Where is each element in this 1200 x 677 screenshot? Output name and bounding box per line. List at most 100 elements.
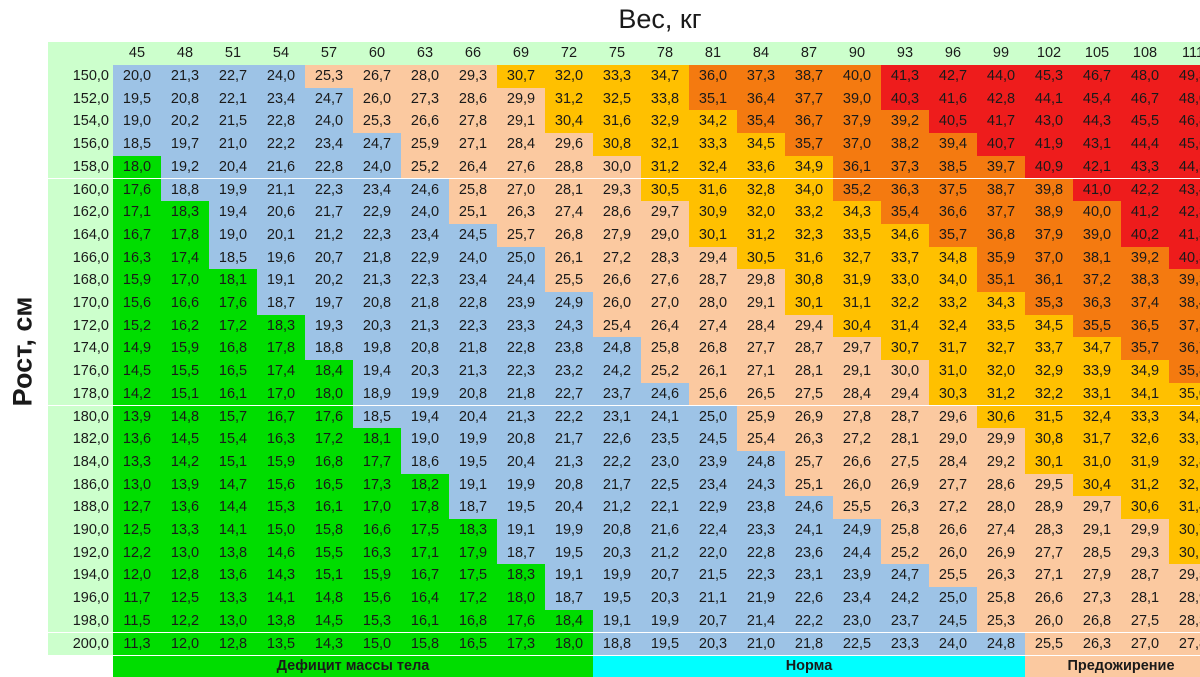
bmi-cell: 22,8 — [737, 541, 785, 565]
bmi-cell: 28,5 — [1073, 541, 1121, 565]
bmi-cell: 24,2 — [593, 360, 641, 383]
bmi-cell: 21,0 — [737, 632, 785, 656]
bmi-cell: 25,5 — [833, 496, 881, 519]
weight-header: 90 — [848, 45, 866, 61]
bmi-cell: 23,4 — [449, 269, 497, 292]
bmi-cell: 22,2 — [257, 133, 305, 156]
bmi-cell: 22,6 — [593, 428, 641, 451]
bmi-cell: 19,0 — [113, 110, 161, 134]
bmi-cell: 18,8 — [593, 632, 641, 656]
bmi-cell: 17,2 — [305, 428, 353, 451]
bmi-cell: 23,4 — [689, 473, 737, 497]
bmi-cell: 30,7 — [881, 337, 929, 361]
bmi-cell: 35,0 — [1169, 382, 1200, 406]
bmi-cell: 15,3 — [353, 609, 401, 633]
height-label: 184,0 — [48, 450, 113, 474]
bmi-cell: 16,5 — [305, 473, 353, 497]
weight-header: 54 — [272, 45, 290, 61]
bmi-cell: 24,8 — [977, 632, 1025, 656]
bmi-cell: 16,8 — [209, 337, 257, 361]
bmi-cell: 17,0 — [353, 496, 401, 519]
bmi-cell: 17,6 — [305, 405, 353, 429]
bmi-cell: 28,8 — [545, 155, 593, 179]
bmi-cell: 29,6 — [929, 405, 977, 429]
bmi-cell: 21,8 — [497, 382, 545, 406]
bmi-cell: 17,8 — [401, 496, 449, 519]
bmi-cell: 41,7 — [977, 110, 1025, 134]
bmi-cell: 26,3 — [785, 428, 833, 451]
bmi-cell: 30,1 — [1169, 541, 1200, 565]
bmi-cell: 42,1 — [1073, 155, 1121, 179]
bmi-cell: 23,7 — [593, 382, 641, 406]
bmi-cell: 32,3 — [785, 223, 833, 247]
bmi-cell: 26,6 — [593, 269, 641, 292]
bmi-cell: 26,8 — [545, 223, 593, 247]
bmi-cell: 25,5 — [1025, 632, 1073, 656]
bmi-cell: 32,2 — [1025, 382, 1073, 406]
bmi-cell: 35,4 — [737, 110, 785, 134]
bmi-cell: 30,8 — [1025, 428, 1073, 451]
bmi-cell: 28,3 — [1169, 609, 1200, 633]
bmi-cell: 16,8 — [449, 609, 497, 633]
bmi-cell: 35,2 — [833, 178, 881, 202]
bmi-cell: 25,3 — [305, 65, 353, 88]
bmi-cell: 19,9 — [497, 473, 545, 497]
bmi-cell: 28,7 — [785, 337, 833, 361]
bmi-cell: 32,1 — [1169, 473, 1200, 497]
bmi-cell: 21,3 — [401, 314, 449, 338]
bmi-cell: 28,6 — [977, 473, 1025, 497]
bmi-cell: 27,9 — [593, 223, 641, 247]
bmi-cell: 40,0 — [1073, 201, 1121, 224]
bmi-cell: 29,0 — [641, 223, 689, 247]
bmi-cell: 30,0 — [593, 155, 641, 179]
bmi-cell: 28,7 — [1121, 564, 1169, 588]
bmi-cell: 23,4 — [401, 223, 449, 247]
bmi-cell: 12,2 — [161, 609, 209, 633]
bmi-cell: 14,5 — [161, 428, 209, 451]
bmi-cell: 24,5 — [689, 428, 737, 451]
bmi-cell: 15,9 — [353, 564, 401, 588]
bmi-cell: 28,4 — [497, 133, 545, 156]
weight-header: 96 — [944, 45, 962, 61]
bmi-cell: 33,3 — [1121, 405, 1169, 429]
bmi-cell: 31,2 — [545, 87, 593, 111]
bmi-cell: 13,3 — [209, 587, 257, 610]
bmi-cell: 26,0 — [593, 292, 641, 315]
bmi-cell: 44,4 — [1121, 133, 1169, 156]
bmi-cell: 18,7 — [257, 292, 305, 315]
bmi-cell: 17,8 — [257, 337, 305, 361]
bmi-cell: 24,0 — [353, 155, 401, 179]
bmi-cell: 32,1 — [641, 133, 689, 156]
bmi-cell: 28,3 — [1025, 519, 1073, 542]
bmi-cell: 23,1 — [785, 564, 833, 588]
bmi-cell: 26,1 — [545, 246, 593, 270]
bmi-cell: 18,5 — [113, 133, 161, 156]
bmi-cell: 16,3 — [113, 246, 161, 270]
bmi-cell: 27,7 — [737, 337, 785, 361]
bmi-cell: 17,5 — [449, 564, 497, 588]
bmi-cell: 19,1 — [497, 519, 545, 542]
bmi-cell: 34,5 — [1025, 314, 1073, 338]
bmi-cell: 21,1 — [689, 587, 737, 610]
bmi-cell: 15,8 — [401, 632, 449, 656]
bmi-cell: 16,3 — [257, 428, 305, 451]
bmi-cell: 16,8 — [305, 450, 353, 474]
bmi-cell: 22,2 — [545, 405, 593, 429]
bmi-cell: 30,3 — [929, 382, 977, 406]
bmi-cell: 22,5 — [641, 473, 689, 497]
bmi-cell: 46,7 — [1121, 87, 1169, 111]
bmi-cell: 14,4 — [209, 496, 257, 519]
bmi-cell: 23,4 — [305, 133, 353, 156]
bmi-cell: 25,1 — [449, 201, 497, 224]
bmi-cell: 25,2 — [401, 155, 449, 179]
bmi-cell: 22,8 — [497, 337, 545, 361]
bmi-cell: 23,6 — [785, 541, 833, 565]
weight-header: 108 — [1132, 45, 1158, 61]
bmi-cell: 22,3 — [401, 269, 449, 292]
bmi-cell: 27,0 — [497, 178, 545, 202]
bmi-cell: 15,9 — [257, 450, 305, 474]
bmi-cell: 22,8 — [449, 292, 497, 315]
bmi-cell: 26,1 — [689, 360, 737, 383]
bmi-cell: 43,0 — [1025, 110, 1073, 134]
bmi-cell: 29,6 — [545, 133, 593, 156]
